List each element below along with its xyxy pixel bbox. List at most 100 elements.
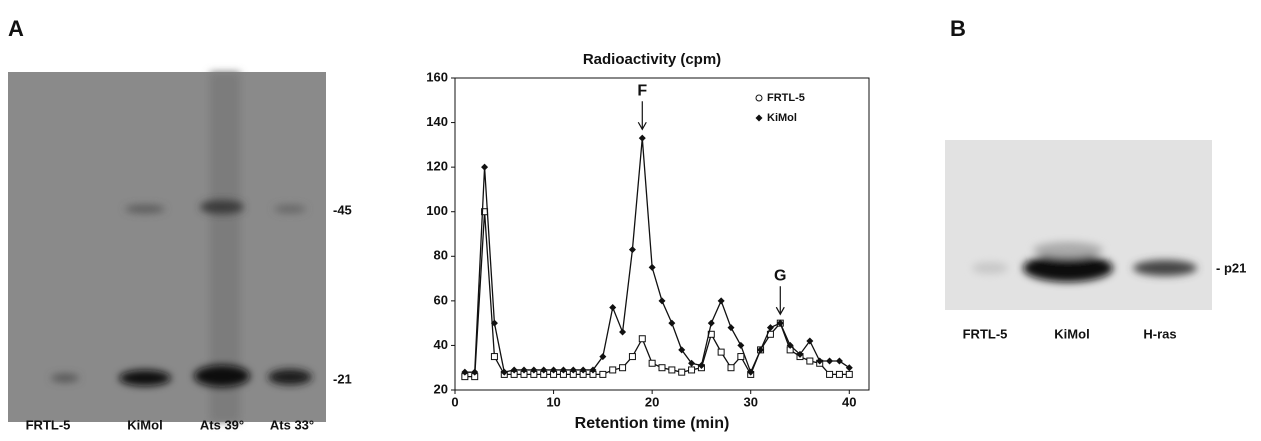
annotation: G <box>774 267 786 284</box>
point <box>569 366 577 374</box>
point <box>737 353 745 361</box>
point <box>776 319 784 327</box>
point <box>609 366 617 374</box>
point <box>806 337 814 345</box>
x-tick-label: 20 <box>645 394 659 409</box>
blot <box>945 140 1212 310</box>
point <box>638 134 646 142</box>
y-tick-label: 120 <box>426 159 448 174</box>
marker-label: -21 <box>333 371 352 386</box>
point <box>599 353 607 361</box>
marker-label: - p21 <box>1216 260 1246 275</box>
annotation: F <box>637 82 647 99</box>
point <box>510 366 518 374</box>
point <box>638 335 646 343</box>
lane-label: FRTL-5 <box>26 417 71 432</box>
line-series <box>464 138 850 374</box>
gel-bands <box>51 200 312 387</box>
legend-marker <box>755 114 763 122</box>
blot-bands <box>972 242 1197 282</box>
y-tick-label: 40 <box>434 337 448 352</box>
point <box>835 370 843 378</box>
x-tick-label: 0 <box>451 394 458 409</box>
x-tick-label: 10 <box>546 394 560 409</box>
point <box>461 368 469 376</box>
point <box>697 361 705 369</box>
annotation-arrowhead <box>637 121 647 131</box>
gel <box>8 72 326 422</box>
point <box>550 366 558 374</box>
marker-label: -45 <box>333 202 352 217</box>
point <box>609 304 617 312</box>
point <box>628 246 636 254</box>
lane-label: KiMol <box>127 417 162 432</box>
point <box>678 346 686 354</box>
point <box>648 359 656 367</box>
point <box>668 366 676 374</box>
plot-frame <box>454 77 870 391</box>
point <box>747 368 755 376</box>
lane-label: FRTL-5 <box>963 326 1008 341</box>
legend-label: FRTL-5 <box>767 92 805 104</box>
point <box>845 370 853 378</box>
lane-label: H-ras <box>1143 326 1176 341</box>
point <box>658 364 666 372</box>
point <box>806 357 814 365</box>
point <box>678 368 686 376</box>
point <box>540 366 548 374</box>
point <box>727 364 735 372</box>
point <box>717 348 725 356</box>
legend-marker <box>755 94 763 102</box>
y-tick-label: 100 <box>426 203 448 218</box>
point <box>727 324 735 332</box>
y-tick-label: 140 <box>426 114 448 129</box>
point <box>717 297 725 305</box>
point <box>816 357 824 365</box>
point <box>490 319 498 327</box>
lane-label: Ats 39° <box>200 417 244 432</box>
point <box>471 368 479 376</box>
lane-label: KiMol <box>1054 326 1089 341</box>
point <box>826 370 834 378</box>
point <box>619 328 627 336</box>
y-tick-label: 20 <box>434 381 448 396</box>
gel-streak <box>210 72 240 422</box>
point <box>757 346 765 354</box>
point <box>490 353 498 361</box>
panel-label: A <box>8 16 24 41</box>
point <box>658 297 666 305</box>
point <box>737 341 745 349</box>
point <box>707 319 715 327</box>
point <box>835 357 843 365</box>
y-tick-label: 160 <box>426 69 448 84</box>
point <box>530 366 538 374</box>
point <box>589 366 597 374</box>
point <box>826 357 834 365</box>
point <box>648 263 656 271</box>
point <box>688 366 696 374</box>
annotation-arrowhead <box>775 306 785 316</box>
lane-label: Ats 33° <box>270 417 314 432</box>
point <box>619 364 627 372</box>
panel-label: B <box>950 16 966 41</box>
point <box>599 370 607 378</box>
point <box>579 366 587 374</box>
point <box>786 341 794 349</box>
point <box>796 350 804 358</box>
point <box>845 364 853 372</box>
point <box>668 319 676 327</box>
line-series <box>464 211 850 378</box>
point <box>688 359 696 367</box>
y-tick-label: 60 <box>434 292 448 307</box>
point <box>481 163 489 171</box>
point <box>520 366 528 374</box>
chart-title: Radioactivity (cpm) <box>583 51 721 68</box>
x-tick-label: 40 <box>842 394 856 409</box>
point <box>559 366 567 374</box>
legend-label: KiMol <box>767 112 797 124</box>
point <box>628 353 636 361</box>
y-tick-label: 80 <box>434 248 448 263</box>
point <box>500 368 508 376</box>
point <box>766 324 774 332</box>
